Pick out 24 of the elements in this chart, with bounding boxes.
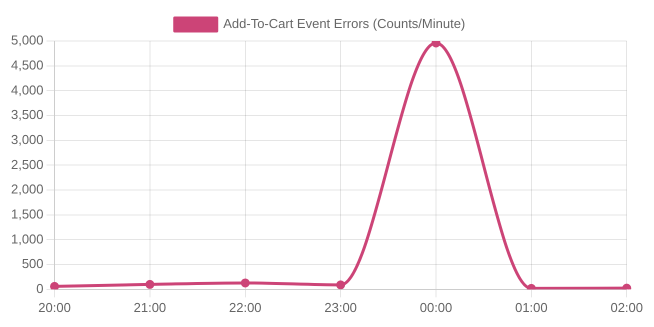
y-tick-label: 3,500: [10, 107, 44, 122]
y-tick-label: 500: [22, 256, 44, 272]
y-tick-label: 4,500: [10, 57, 44, 72]
y-tick-label: 5,000: [10, 32, 44, 48]
point: [50, 282, 60, 290]
y-tick-label: 4,000: [10, 82, 44, 98]
point: [145, 280, 154, 289]
x-tick-label: 21:00: [134, 300, 166, 315]
x-tick-label: 02:00: [610, 300, 644, 315]
y-tick-label: 0: [36, 280, 44, 296]
x-tick-label: 23:00: [324, 300, 357, 315]
y-tick-label: 2,500: [10, 156, 44, 172]
x-tick-label: 20:00: [38, 300, 71, 315]
point: [240, 278, 250, 288]
x-tick-label: 22:00: [228, 300, 262, 315]
y-tick-label: 1,500: [10, 206, 44, 222]
x-tick-label: 01:00: [515, 300, 548, 315]
y-tick-label: 3,000: [10, 132, 44, 147]
x-tick-label: 00:00: [420, 300, 452, 315]
y-tick-label: 1,000: [10, 231, 44, 246]
legend-label: Add-To-Cart Event Errors (Counts/Minute): [223, 16, 466, 32]
point: [432, 41, 440, 48]
y-tick-label: 2,000: [10, 182, 44, 197]
point: [336, 280, 346, 290]
